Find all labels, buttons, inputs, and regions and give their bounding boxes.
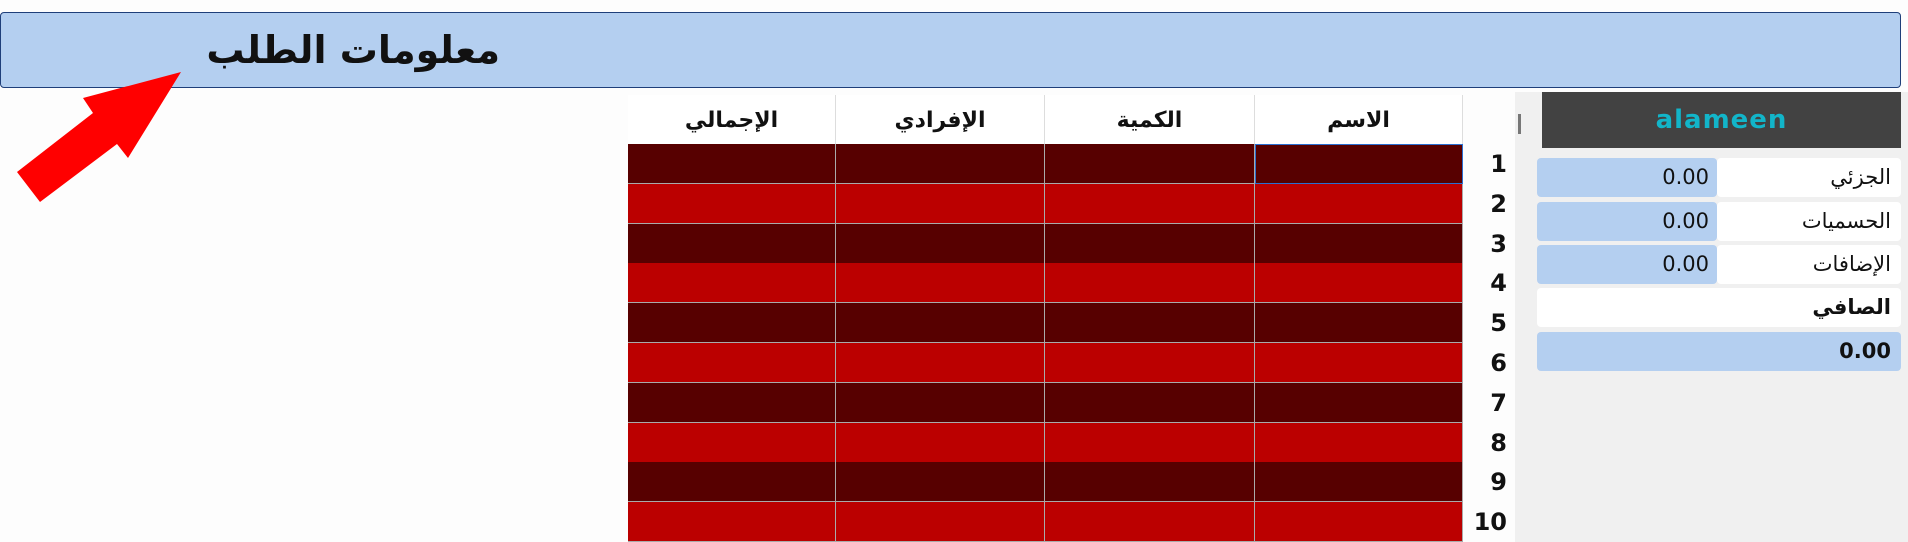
row-number: 9 xyxy=(1490,468,1507,497)
table-cell-quantity[interactable] xyxy=(1045,422,1255,463)
row-number: 6 xyxy=(1490,349,1507,377)
table-cell-unit-price[interactable] xyxy=(836,144,1045,184)
table-cell-quantity[interactable] xyxy=(1045,223,1255,264)
table-cell-quantity[interactable] xyxy=(1045,343,1255,383)
table-cell-quantity[interactable] xyxy=(1045,263,1255,304)
column-header-unit-price[interactable]: الإفرادي xyxy=(836,95,1045,144)
row-number: 7 xyxy=(1490,388,1507,417)
table-cell-name[interactable] xyxy=(1255,144,1463,184)
discounts-value: 0.00 xyxy=(1537,202,1717,241)
table-cell-total[interactable] xyxy=(628,144,836,184)
row-number: 1 xyxy=(1490,150,1507,178)
table-cell-name[interactable] xyxy=(1255,382,1463,423)
row-number: 8 xyxy=(1490,428,1507,457)
row-number: 10 xyxy=(1473,508,1507,537)
row-number: 2 xyxy=(1490,189,1507,218)
table-cell-total[interactable] xyxy=(628,263,836,304)
discounts-label: الحسميات xyxy=(1717,202,1901,241)
table-cell-total[interactable] xyxy=(628,343,836,383)
table-cell-unit-price[interactable] xyxy=(836,343,1045,383)
table-cell-name[interactable] xyxy=(1255,462,1463,503)
column-header-total[interactable]: الإجمالي xyxy=(628,95,836,144)
table-cell-total[interactable] xyxy=(628,502,836,542)
table-cell-unit-price[interactable] xyxy=(836,422,1045,463)
row-number: 3 xyxy=(1490,229,1507,258)
header-bar xyxy=(0,12,1901,88)
net-label: الصافي xyxy=(1537,288,1901,327)
scrollbar-handle[interactable] xyxy=(1518,114,1521,134)
table-cell-unit-price[interactable] xyxy=(836,382,1045,423)
row-number: 5 xyxy=(1490,309,1507,338)
table-cell-total[interactable] xyxy=(628,303,836,344)
table-cell-total[interactable] xyxy=(628,382,836,423)
table-cell-quantity[interactable] xyxy=(1045,144,1255,184)
table-cell-total[interactable] xyxy=(628,183,836,224)
table-cell-unit-price[interactable] xyxy=(836,303,1045,344)
additions-label: الإضافات xyxy=(1717,245,1901,284)
table-cell-name[interactable] xyxy=(1255,502,1463,542)
table-cell-unit-price[interactable] xyxy=(836,263,1045,304)
subtotal-value: 0.00 xyxy=(1537,158,1717,197)
table-cell-name[interactable] xyxy=(1255,263,1463,304)
net-value: 0.00 xyxy=(1537,332,1901,371)
page-title: معلومات الطلب xyxy=(206,28,500,72)
subtotal-label: الجزئي xyxy=(1717,158,1901,197)
table-cell-total[interactable] xyxy=(628,422,836,463)
table-cell-name[interactable] xyxy=(1255,343,1463,383)
table-cell-name[interactable] xyxy=(1255,303,1463,344)
table-cell-unit-price[interactable] xyxy=(836,223,1045,264)
table-cell-unit-price[interactable] xyxy=(836,462,1045,503)
table-cell-quantity[interactable] xyxy=(1045,303,1255,344)
additions-value: 0.00 xyxy=(1537,245,1717,284)
table-cell-quantity[interactable] xyxy=(1045,183,1255,224)
table-cell-name[interactable] xyxy=(1255,422,1463,463)
table-cell-quantity[interactable] xyxy=(1045,462,1255,503)
table-cell-name[interactable] xyxy=(1255,183,1463,224)
table-cell-quantity[interactable] xyxy=(1045,382,1255,423)
table-cell-quantity[interactable] xyxy=(1045,502,1255,542)
table-cell-total[interactable] xyxy=(628,462,836,503)
table-cell-total[interactable] xyxy=(628,223,836,264)
red-arrow-icon xyxy=(17,72,181,202)
column-header-name[interactable]: الاسم xyxy=(1255,95,1463,144)
table-cell-unit-price[interactable] xyxy=(836,183,1045,224)
row-number: 4 xyxy=(1490,269,1507,298)
table-cell-unit-price[interactable] xyxy=(836,502,1045,542)
alameen-logo: alameen xyxy=(1542,92,1901,148)
column-header-quantity[interactable]: الكمية xyxy=(1045,95,1255,144)
table-cell-name[interactable] xyxy=(1255,223,1463,264)
